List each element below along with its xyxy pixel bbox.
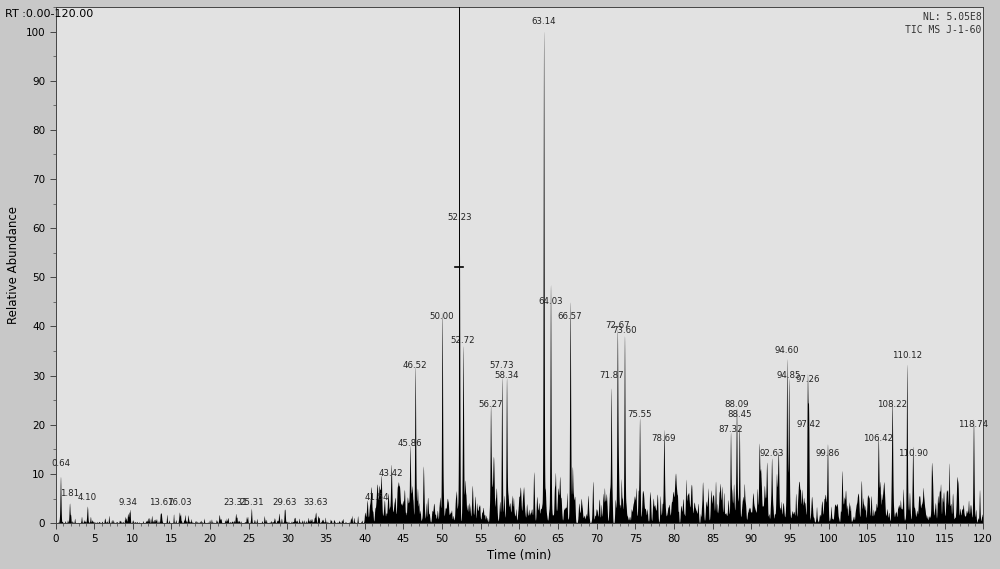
Text: 99.86: 99.86 <box>815 449 840 458</box>
Text: 78.69: 78.69 <box>652 435 676 443</box>
Y-axis label: Relative Abundance: Relative Abundance <box>7 206 20 324</box>
Text: 94.85: 94.85 <box>777 370 801 380</box>
Text: 94.60: 94.60 <box>775 346 799 355</box>
Text: 50.00: 50.00 <box>430 312 454 320</box>
Text: 88.09: 88.09 <box>724 400 749 409</box>
X-axis label: Time (min): Time (min) <box>487 549 552 562</box>
Text: 4.10: 4.10 <box>78 493 97 502</box>
Text: 58.34: 58.34 <box>494 370 519 380</box>
Text: 75.55: 75.55 <box>627 410 652 419</box>
Text: 72.67: 72.67 <box>605 321 630 331</box>
Text: 43.42: 43.42 <box>379 469 404 478</box>
Text: 33.63: 33.63 <box>303 498 328 508</box>
Text: 29.63: 29.63 <box>272 498 297 508</box>
Text: 92.63: 92.63 <box>759 449 784 458</box>
Text: 87.32: 87.32 <box>718 424 743 434</box>
Text: 97.42: 97.42 <box>796 420 821 428</box>
Text: 45.86: 45.86 <box>398 439 422 448</box>
Text: 0.64: 0.64 <box>51 459 70 468</box>
Text: 1.81: 1.81 <box>60 489 79 497</box>
Text: 23.31: 23.31 <box>223 498 248 508</box>
Text: 110.12: 110.12 <box>892 351 922 360</box>
Text: NL: 5.05E8
TIC MS J-1-60: NL: 5.05E8 TIC MS J-1-60 <box>905 12 981 35</box>
Text: 71.87: 71.87 <box>599 370 623 380</box>
Text: 16.03: 16.03 <box>167 498 192 508</box>
Text: 106.42: 106.42 <box>863 435 893 443</box>
Text: 57.73: 57.73 <box>490 361 514 370</box>
Text: 52.23: 52.23 <box>447 213 472 222</box>
Text: 73.60: 73.60 <box>612 326 637 335</box>
Text: RT :0.00-120.00: RT :0.00-120.00 <box>5 9 93 19</box>
Text: 9.34: 9.34 <box>118 498 137 508</box>
Text: 88.45: 88.45 <box>727 410 752 419</box>
Text: 118.74: 118.74 <box>958 420 989 428</box>
Text: 52.72: 52.72 <box>451 336 475 345</box>
Text: 63.14: 63.14 <box>531 17 556 26</box>
Text: 110.90: 110.90 <box>898 449 928 458</box>
Text: 64.03: 64.03 <box>538 297 563 306</box>
Text: 41.54: 41.54 <box>364 493 389 502</box>
Text: 66.57: 66.57 <box>558 312 582 320</box>
Text: 56.27: 56.27 <box>478 400 503 409</box>
Text: 108.22: 108.22 <box>877 400 907 409</box>
Text: 13.67: 13.67 <box>149 498 174 508</box>
Text: 25.31: 25.31 <box>239 498 264 508</box>
Text: 97.26: 97.26 <box>795 376 820 385</box>
Text: 46.52: 46.52 <box>403 361 427 370</box>
